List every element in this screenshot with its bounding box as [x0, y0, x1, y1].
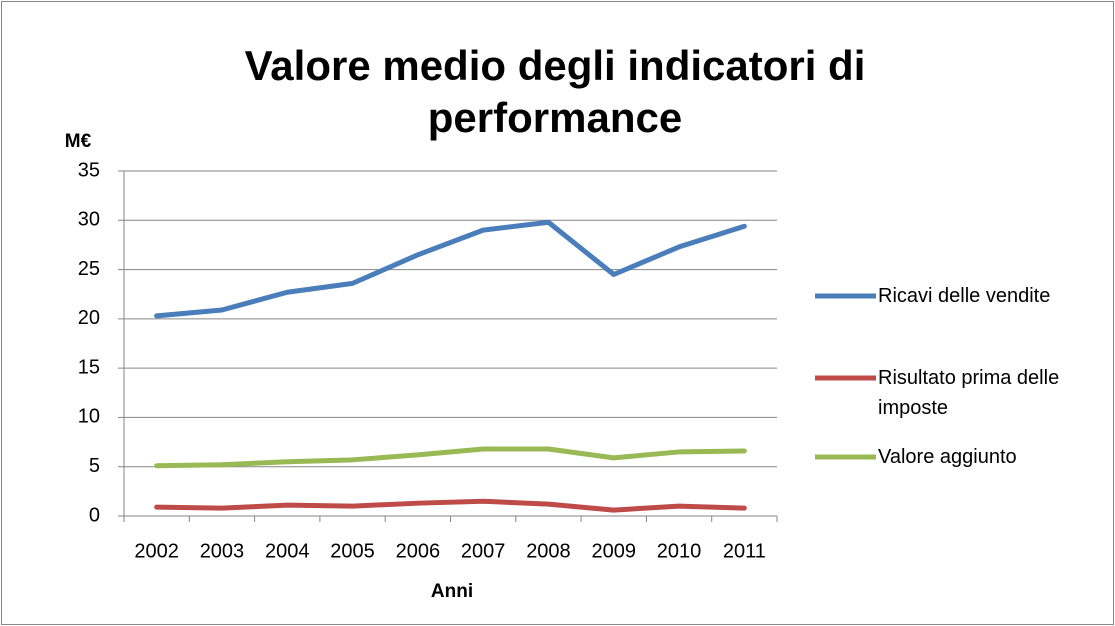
x-tick-label: 2011: [723, 540, 766, 562]
x-tick-label: 2008: [526, 540, 571, 562]
y-axis-label: M€: [65, 131, 92, 152]
x-tick-label: 2009: [592, 540, 637, 562]
legend-label: Risultato prima delle imposte: [878, 367, 1060, 419]
x-tick-label: 2002: [134, 540, 179, 562]
x-tick-label: 2010: [657, 540, 702, 562]
series-line: [154, 498, 747, 513]
y-tick-label: 35: [78, 159, 100, 181]
y-tick-label: 20: [78, 307, 100, 329]
series-line: [154, 219, 747, 319]
y-tick-label: 5: [89, 455, 100, 477]
y-tick-label: 30: [78, 209, 100, 231]
y-tick-label: 0: [89, 504, 100, 526]
y-tick-label: 25: [78, 258, 100, 280]
legend-label: Valore aggiunto: [878, 446, 1017, 468]
x-tick-label: 2007: [461, 540, 506, 562]
x-tick-label: 2005: [330, 540, 375, 562]
x-axis-label: Anni: [431, 581, 473, 602]
x-tick-label: 2003: [200, 540, 245, 562]
y-tick-label: 15: [78, 356, 100, 378]
y-tick-label: 10: [78, 406, 100, 428]
x-tick-label: 2006: [396, 540, 441, 562]
chart-title: Valore medio degli indicatori di perform…: [244, 42, 866, 141]
legend-label: Ricavi delle vendite: [878, 285, 1051, 307]
x-tick-label: 2004: [265, 540, 310, 562]
series-line: [154, 446, 747, 469]
